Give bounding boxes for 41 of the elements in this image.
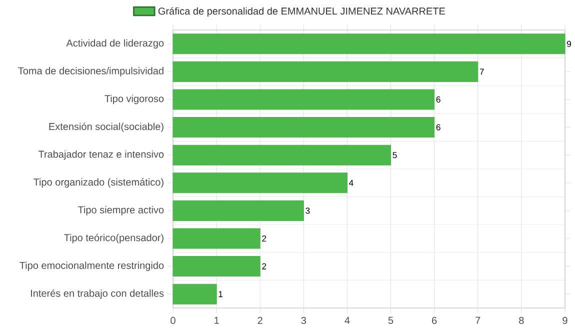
y-tick-label: Tipo siempre activo bbox=[78, 206, 164, 216]
x-tick-label: 5 bbox=[388, 316, 394, 324]
bar bbox=[172, 144, 392, 166]
bar bbox=[172, 117, 435, 138]
y-tick-label: Tipo organizado (sistemático) bbox=[34, 178, 164, 188]
data-label: 4 bbox=[349, 180, 354, 186]
data-label: 1 bbox=[218, 291, 223, 298]
bar bbox=[172, 172, 348, 194]
x-tick-label: 3 bbox=[301, 316, 306, 324]
y-tick-label: Tipo vigoroso bbox=[104, 94, 164, 104]
data-label: 6 bbox=[436, 96, 440, 103]
y-tick-label: Toma de decisiones/impulsividad bbox=[18, 67, 164, 76]
data-label: 9 bbox=[566, 40, 571, 47]
y-tick-label: Interés en trabajo con detalles bbox=[31, 289, 164, 299]
x-tick-label: 0 bbox=[170, 316, 176, 324]
x-tick-label: 9 bbox=[562, 316, 568, 324]
y-tick-label: Tipo emocionalmente restringido bbox=[20, 262, 164, 271]
y-tick-label: Actividad de liderazgo bbox=[66, 39, 164, 49]
x-tick-label: 4 bbox=[344, 316, 350, 324]
bar bbox=[172, 61, 478, 82]
bar bbox=[172, 34, 566, 54]
bar bbox=[172, 200, 304, 221]
x-tick-label: 1 bbox=[214, 316, 219, 324]
data-label: 7 bbox=[480, 68, 484, 75]
bar bbox=[172, 89, 435, 110]
bar bbox=[172, 256, 260, 277]
y-tick-label: Extensión social(sociable) bbox=[49, 122, 164, 132]
data-label: 2 bbox=[262, 235, 266, 242]
y-tick-label: Tipo teórico(pensador) bbox=[64, 234, 164, 244]
x-tick-label: 2 bbox=[258, 316, 262, 324]
x-tick-label: 6 bbox=[432, 316, 437, 324]
data-label: 6 bbox=[436, 124, 440, 130]
y-tick-label: Trabajador tenaz e intensivo bbox=[38, 150, 164, 160]
data-label: 3 bbox=[306, 208, 310, 214]
bar bbox=[172, 284, 217, 304]
x-tick-label: 7 bbox=[476, 316, 480, 324]
bar bbox=[172, 228, 260, 249]
data-label: 5 bbox=[392, 152, 397, 158]
x-tick-label: 8 bbox=[519, 316, 524, 324]
data-label: 2 bbox=[262, 263, 266, 270]
legend-label: Gráfica de personalidad de EMMANUEL JIMENEZ NAVARRETE bbox=[158, 7, 445, 17]
